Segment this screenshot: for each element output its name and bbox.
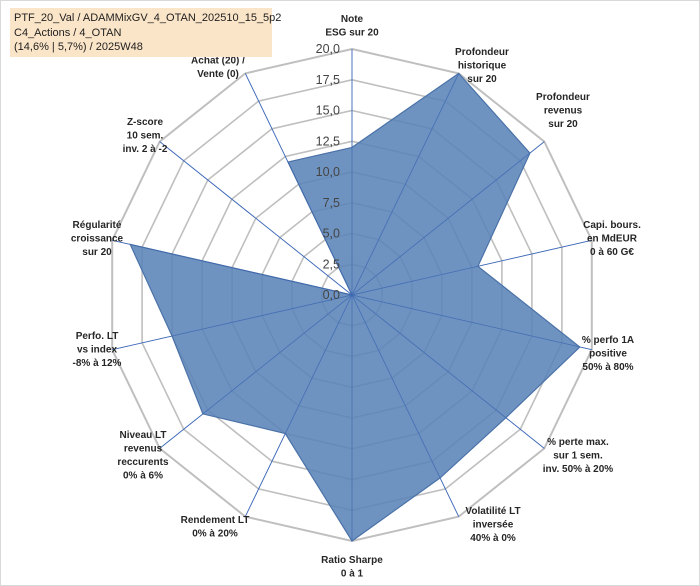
category-label-line: Régularité: [73, 220, 122, 231]
r-tick-label: 5,0: [323, 227, 340, 241]
axis-line-overlay: [159, 141, 353, 296]
chart-title-line-1: PTF_20_Val / ADAMMixGV_4_OTAN_202510_15_…: [14, 12, 282, 24]
category-label: Volatilité LT inversée 40% à 0%: [465, 506, 520, 544]
r-tick-label: 12,5: [316, 134, 340, 148]
category-label-line: 50% à 80%: [582, 362, 633, 373]
chart-title-box: PTF_20_Val / ADAMMixGV_4_OTAN_202510_15_…: [10, 8, 282, 57]
category-label-line: reccurents: [117, 457, 169, 468]
category-label: Rendement LT 0% à 20%: [181, 515, 250, 540]
r-tick-label: 2,5: [323, 257, 340, 271]
chart-title-line-3: (14,6% | 5,7%) / 2025W48: [14, 41, 143, 53]
category-label-line: Capi. bours.: [583, 220, 641, 231]
category-label-line: Achat (20) /: [191, 56, 245, 67]
category-label-line: % perfo 1A: [582, 335, 634, 346]
category-label-line: Vente (0): [197, 69, 239, 80]
category-label-line: croissance: [71, 234, 124, 245]
axis-line-overlay: [244, 294, 353, 517]
r-tick-label: 17,5: [316, 73, 340, 87]
category-label-line: Niveau LT: [119, 430, 166, 441]
r-tick-label: 20,0: [316, 42, 340, 56]
r-tick-label: 7,5: [323, 196, 340, 210]
category-label-line: ESG sur 20: [325, 28, 379, 39]
axis-line-overlay: [244, 73, 353, 296]
category-label: Note ESG sur 20: [325, 14, 379, 39]
category-label: Profondeur historique sur 20: [455, 47, 509, 85]
axis-line-overlay: [351, 294, 592, 351]
category-label-line: inv. 50% à 20%: [543, 464, 614, 475]
category-label-line: Z-score: [127, 117, 164, 128]
category-label-line: Ratio Sharpe: [321, 555, 383, 566]
axis-line-overlay: [351, 141, 545, 296]
category-label-line: en MdEUR: [587, 234, 638, 245]
axis-line-overlay: [351, 294, 545, 449]
r-tick-label: 10,0: [316, 165, 340, 179]
chart-title-line-2: C4_Actions / 4_OTAN: [14, 26, 122, 39]
category-label-line: 0 à 1: [341, 569, 364, 580]
axis-line-overlay: [112, 294, 353, 351]
data-area: [129, 72, 581, 542]
category-label: Régularité croissance sur 20: [71, 220, 124, 258]
category-label-line: vs index: [77, 345, 117, 356]
category-label: Z-score 10 sem. inv. 2 à -2: [123, 117, 168, 155]
category-label-line: Note: [341, 14, 364, 25]
category-label-line: sur 20: [548, 119, 578, 130]
category-label-line: % perte max.: [547, 437, 609, 448]
category-label: % perfo 1A positive 50% à 80%: [582, 335, 634, 373]
category-label: Niveau LT revenus reccurents 0% à 6%: [117, 430, 169, 482]
category-label: Capi. bours. en MdEUR 0 à 60 G€: [583, 220, 641, 258]
r-tick-label: 15,0: [316, 104, 340, 118]
category-label-line: Volatilité LT: [465, 506, 520, 517]
category-label-line: -8% à 12%: [73, 358, 122, 369]
axis-line-overlay: [112, 239, 353, 296]
category-label-line: revenus: [124, 444, 163, 455]
category-label: Ratio Sharpe 0 à 1: [321, 555, 383, 580]
category-label: Perfo. LT vs index -8% à 12%: [73, 331, 122, 369]
category-label: Profondeur revenus sur 20: [536, 92, 590, 130]
category-label-line: Perfo. LT: [76, 331, 119, 342]
category-label-line: sur 1 sem.: [553, 451, 603, 462]
category-label-line: inv. 2 à -2: [123, 144, 168, 155]
axis-line-overlay: [159, 294, 353, 449]
category-label-line: 10 sem.: [127, 131, 164, 142]
category-label-line: Rendement LT: [181, 515, 250, 526]
category-label-line: sur 20: [467, 74, 497, 85]
category-label-line: historique: [458, 61, 507, 72]
category-label-line: 0% à 6%: [123, 471, 163, 482]
category-label-line: revenus: [544, 106, 583, 117]
category-label-line: 0 à 60 G€: [590, 247, 634, 258]
category-label-line: sur 20: [82, 247, 112, 258]
axis-line-overlay: [351, 239, 592, 296]
axis-line-overlay: [351, 73, 460, 296]
category-label-line: 40% à 0%: [470, 533, 516, 544]
category-label-line: inversée: [473, 520, 514, 531]
r-tick-label: 0,0: [323, 288, 340, 302]
category-label-line: Profondeur: [455, 47, 509, 58]
category-label-line: positive: [589, 349, 627, 360]
category-label-line: Profondeur: [536, 92, 590, 103]
axis-line-overlay: [351, 294, 460, 517]
category-label-line: 0% à 20%: [192, 529, 238, 540]
category-label: % perte max. sur 1 sem. inv. 50% à 20%: [543, 437, 614, 475]
